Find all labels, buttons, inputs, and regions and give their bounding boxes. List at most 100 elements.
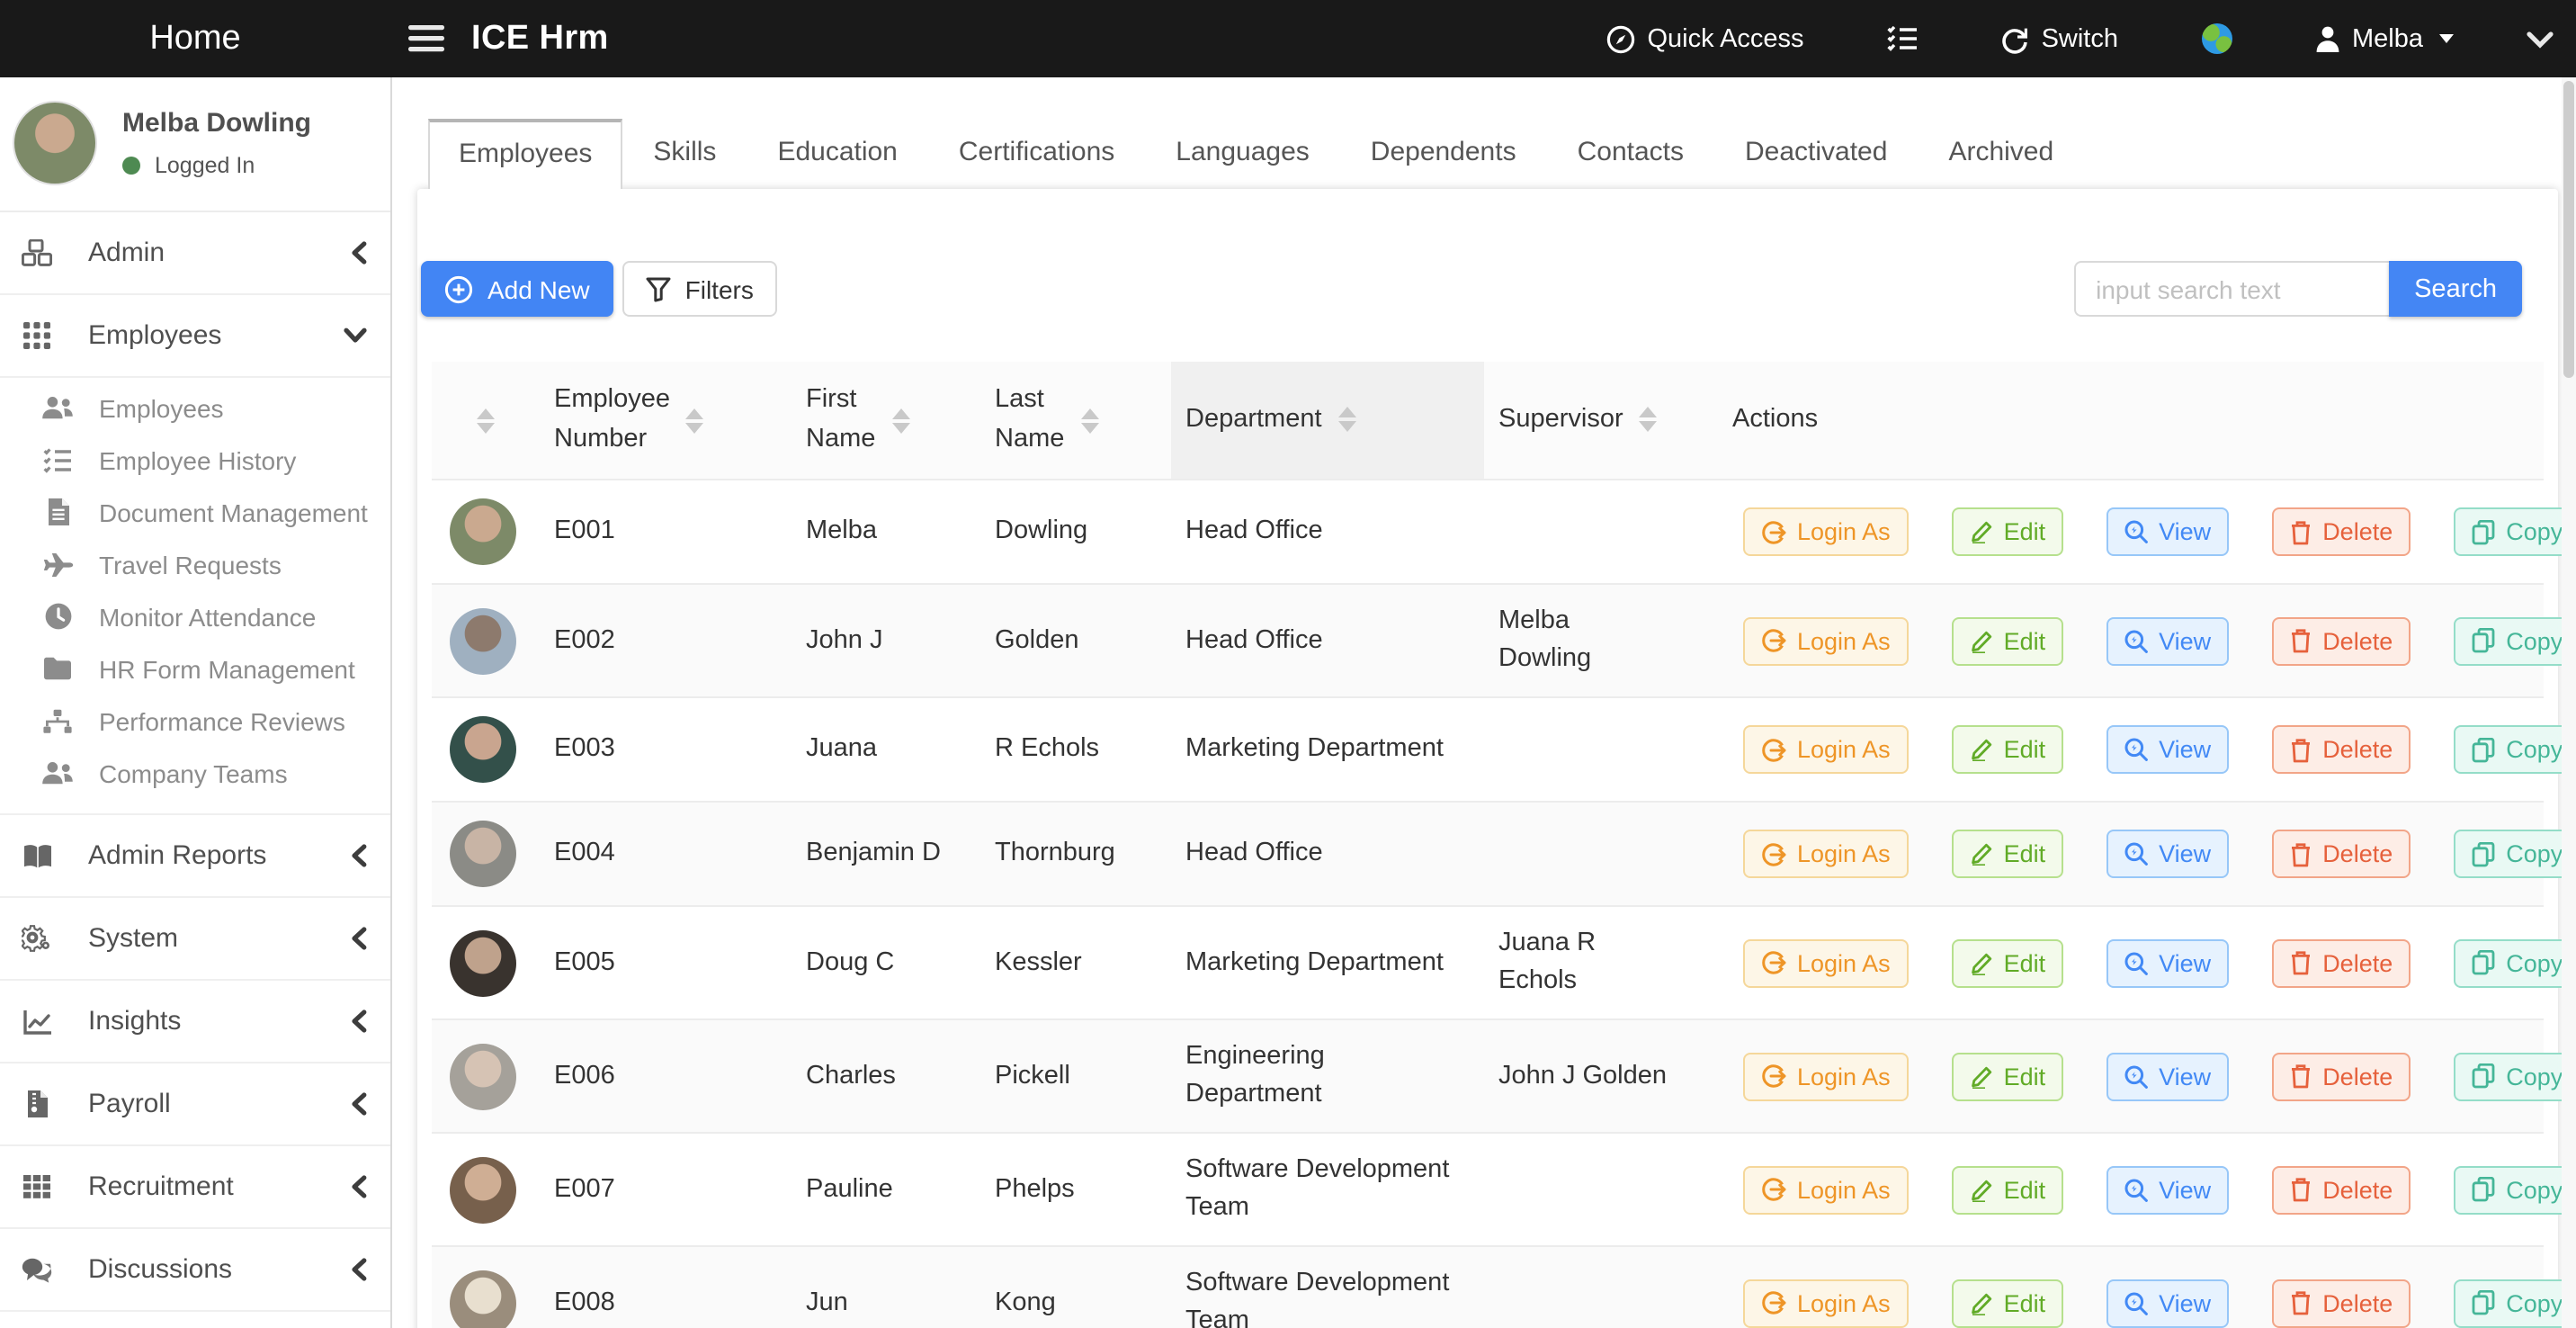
- chevron-down-icon[interactable]: [2526, 30, 2554, 48]
- sidebar-subitem-travel-requests[interactable]: Travel Requests: [0, 538, 390, 590]
- sidebar-subitem-employees[interactable]: Employees: [0, 381, 390, 434]
- login-as-button[interactable]: Login As: [1743, 938, 1909, 988]
- delete-button[interactable]: Delete: [2272, 1052, 2411, 1101]
- login-as-button[interactable]: Login As: [1743, 507, 1909, 556]
- sidebar-item-insights[interactable]: Insights: [0, 981, 390, 1063]
- tab-certifications[interactable]: Certifications: [958, 137, 1115, 167]
- employee-avatar[interactable]: [450, 607, 516, 675]
- view-button[interactable]: View: [2106, 1165, 2230, 1215]
- search-button[interactable]: Search: [2389, 261, 2522, 317]
- edit-button[interactable]: Edit: [1951, 830, 2064, 879]
- view-button[interactable]: View: [2106, 507, 2230, 556]
- add-new-button[interactable]: Add New: [421, 261, 613, 317]
- login-as-button[interactable]: Login As: [1743, 1165, 1909, 1215]
- edit-button[interactable]: Edit: [1951, 1165, 2064, 1215]
- sidebar-subitem-company-teams[interactable]: Company Teams: [0, 747, 390, 799]
- delete-button[interactable]: Delete: [2272, 830, 2411, 879]
- edit-button[interactable]: Edit: [1951, 616, 2064, 666]
- employee-avatar[interactable]: [450, 498, 516, 565]
- employee-avatar[interactable]: [450, 1270, 516, 1328]
- delete-button[interactable]: Delete: [2272, 1279, 2411, 1328]
- tab-employees[interactable]: Employees: [428, 119, 623, 189]
- sidebar-subitem-hr-form-management[interactable]: HR Form Management: [0, 642, 390, 695]
- tab-dependents[interactable]: Dependents: [1370, 137, 1516, 167]
- edit-button[interactable]: Edit: [1951, 1279, 2064, 1328]
- employee-avatar[interactable]: [450, 716, 516, 784]
- copy-button[interactable]: Copy: [2454, 1279, 2576, 1328]
- sidebar-item-discussions[interactable]: Discussions: [0, 1229, 390, 1312]
- sidebar-item-system[interactable]: System: [0, 898, 390, 981]
- sidebar-item-recruitment[interactable]: Recruitment: [0, 1146, 390, 1229]
- employee-avatar[interactable]: [450, 1043, 516, 1110]
- sidebar-item-admin-reports[interactable]: Admin Reports: [0, 815, 390, 898]
- copy-button[interactable]: Copy: [2454, 616, 2576, 666]
- delete-button[interactable]: Delete: [2272, 616, 2411, 666]
- filters-button[interactable]: Filters: [622, 261, 777, 317]
- tab-archived[interactable]: Archived: [1948, 137, 2054, 167]
- edit-button[interactable]: Edit: [1951, 507, 2064, 556]
- copy-button[interactable]: Copy: [2454, 1052, 2576, 1101]
- copy-button[interactable]: Copy: [2454, 830, 2576, 879]
- page-scrollbar[interactable]: [2562, 77, 2576, 1328]
- task-list-icon[interactable]: [1886, 25, 1918, 52]
- tab-deactivated[interactable]: Deactivated: [1745, 137, 1888, 167]
- language-globe-icon[interactable]: [2201, 23, 2232, 54]
- user-menu[interactable]: Melba: [2314, 24, 2454, 53]
- view-button[interactable]: View: [2106, 616, 2230, 666]
- sidebar-item-admin[interactable]: Admin: [0, 212, 390, 295]
- sort-icon[interactable]: [1080, 408, 1099, 433]
- quick-access-menu[interactable]: Quick Access: [1606, 24, 1804, 53]
- login-as-button[interactable]: Login As: [1743, 1279, 1909, 1328]
- scrollbar-thumb[interactable]: [2563, 81, 2574, 378]
- tab-contacts[interactable]: Contacts: [1577, 137, 1684, 167]
- tab-education[interactable]: Education: [777, 137, 898, 167]
- sidebar-item-payroll[interactable]: Payroll: [0, 1063, 390, 1146]
- employee-avatar[interactable]: [450, 929, 516, 997]
- employee-avatar[interactable]: [450, 1156, 516, 1224]
- view-button[interactable]: View: [2106, 830, 2230, 879]
- delete-button[interactable]: Delete: [2272, 1165, 2411, 1215]
- sidebar-subitem-performance-reviews[interactable]: Performance Reviews: [0, 695, 390, 747]
- delete-button[interactable]: Delete: [2272, 507, 2411, 556]
- sort-icon[interactable]: [891, 408, 910, 433]
- column-header-last-name[interactable]: Last Name: [980, 362, 1171, 480]
- edit-button[interactable]: Edit: [1951, 1052, 2064, 1101]
- column-header-first-name[interactable]: First Name: [792, 362, 980, 480]
- profile-avatar[interactable]: [13, 101, 97, 185]
- delete-button[interactable]: Delete: [2272, 725, 2411, 775]
- view-button[interactable]: View: [2106, 725, 2230, 775]
- column-header-department[interactable]: Department: [1171, 362, 1484, 480]
- copy-button[interactable]: Copy: [2454, 507, 2576, 556]
- view-button[interactable]: View: [2106, 1052, 2230, 1101]
- copy-button[interactable]: Copy: [2454, 725, 2576, 775]
- column-header-supervisor[interactable]: Supervisor: [1484, 362, 1718, 480]
- sidebar-subitem-document-management[interactable]: Document Management: [0, 486, 390, 538]
- edit-button[interactable]: Edit: [1951, 725, 2064, 775]
- sort-icon[interactable]: [685, 408, 704, 433]
- login-as-button[interactable]: Login As: [1743, 725, 1909, 775]
- search-input[interactable]: [2074, 261, 2390, 317]
- login-as-button[interactable]: Login As: [1743, 1052, 1909, 1101]
- switch-user-button[interactable]: Switch: [2000, 24, 2118, 53]
- view-button[interactable]: View: [2106, 1279, 2230, 1328]
- tab-skills[interactable]: Skills: [653, 137, 717, 167]
- login-as-button[interactable]: Login As: [1743, 830, 1909, 879]
- sort-icon[interactable]: [1639, 407, 1658, 433]
- sidebar-subitem-employee-history[interactable]: Employee History: [0, 434, 390, 486]
- sidebar-item-employees[interactable]: Employees: [0, 295, 390, 378]
- delete-button[interactable]: Delete: [2272, 938, 2411, 988]
- tab-languages[interactable]: Languages: [1176, 137, 1310, 167]
- column-header-employee-number[interactable]: Employee Number: [540, 362, 792, 480]
- hamburger-menu-icon[interactable]: [408, 25, 444, 52]
- edit-button[interactable]: Edit: [1951, 938, 2064, 988]
- employee-avatar[interactable]: [450, 821, 516, 888]
- home-link[interactable]: Home: [149, 19, 241, 57]
- sort-icon[interactable]: [1337, 407, 1356, 433]
- column-header-avatar[interactable]: [432, 362, 540, 480]
- copy-button[interactable]: Copy: [2454, 1165, 2576, 1215]
- view-button[interactable]: View: [2106, 938, 2230, 988]
- sidebar-subitem-monitor-attendance[interactable]: Monitor Attendance: [0, 590, 390, 642]
- login-as-button[interactable]: Login As: [1743, 616, 1909, 666]
- sort-icon[interactable]: [477, 408, 495, 433]
- copy-button[interactable]: Copy: [2454, 938, 2576, 988]
